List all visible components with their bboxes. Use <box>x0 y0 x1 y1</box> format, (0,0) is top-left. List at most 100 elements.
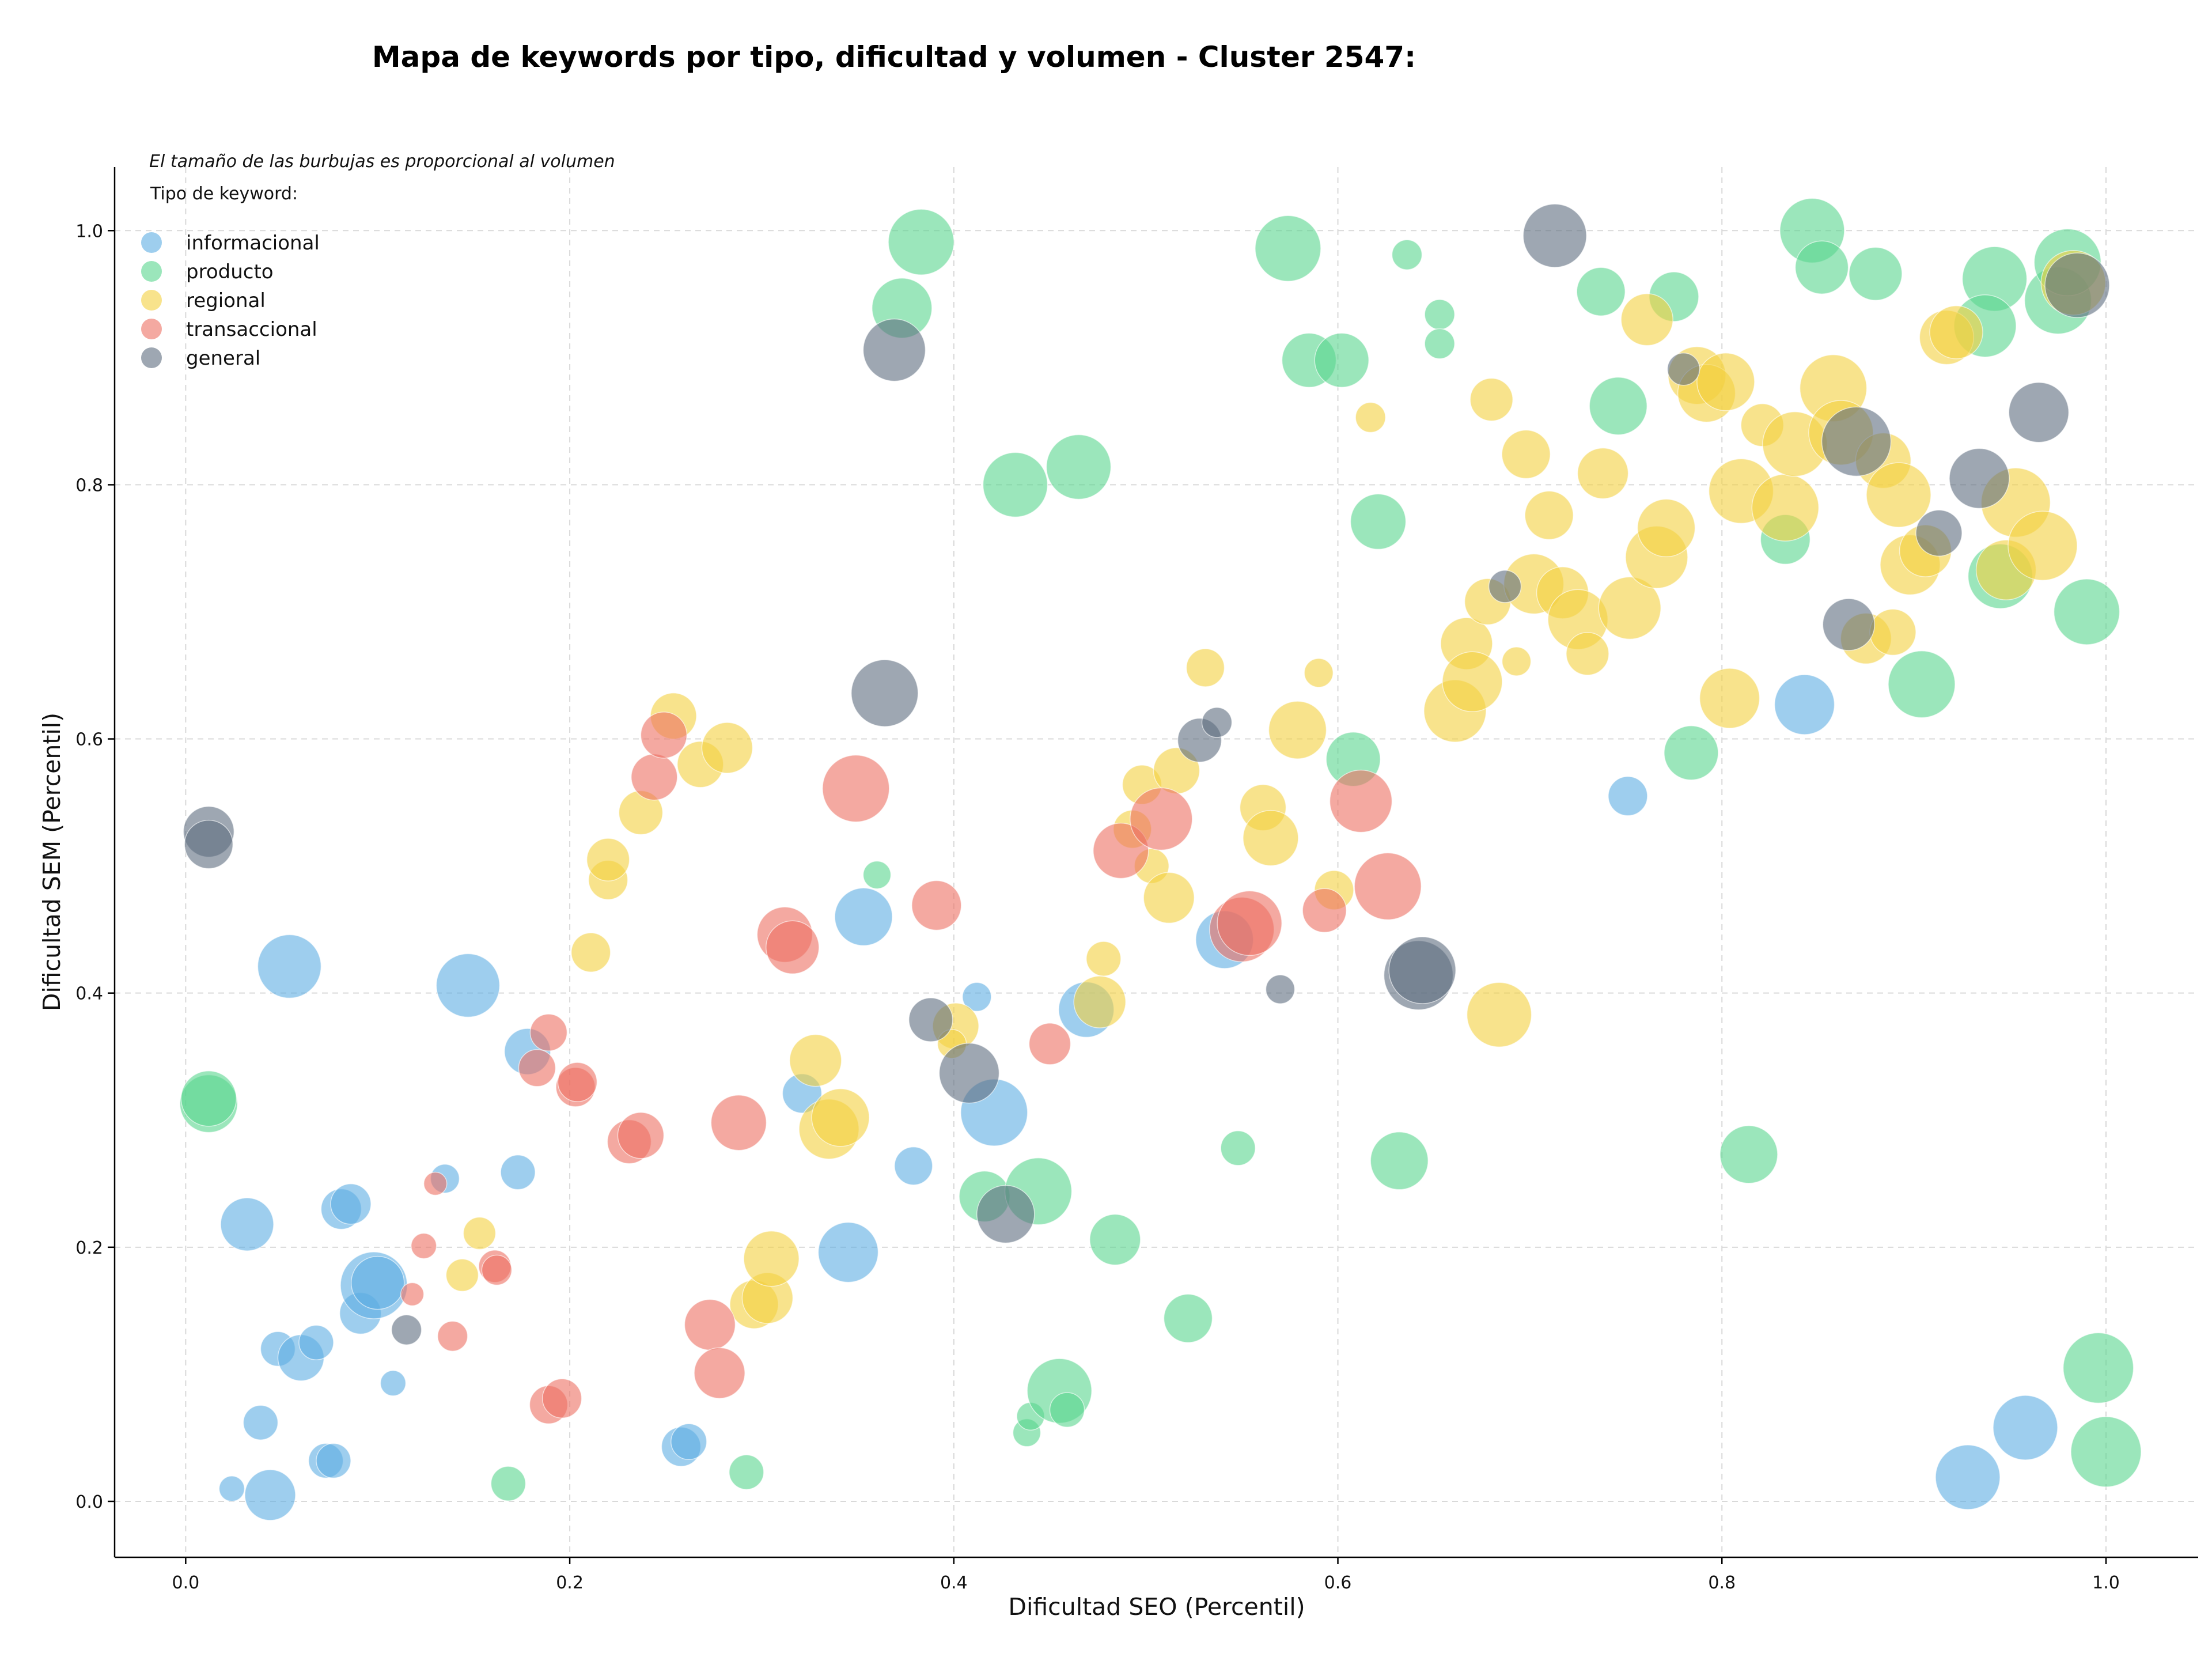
bubble-producto <box>862 860 892 890</box>
bubble-transaccional <box>529 1013 568 1051</box>
bubble-producto <box>2070 1416 2142 1488</box>
bubble-regional <box>1501 646 1532 676</box>
bubble-informacional <box>380 1370 407 1397</box>
bubble-transaccional <box>710 1094 767 1151</box>
bubble-informacional <box>435 953 501 1018</box>
bubble-producto <box>1719 1125 1778 1184</box>
bubble-transaccional <box>1093 822 1149 879</box>
bubble-producto <box>1314 332 1369 388</box>
legend-label-informacional: informacional <box>186 232 320 255</box>
bubble-transaccional <box>437 1321 468 1352</box>
bubble-regional <box>445 1258 479 1292</box>
bubble-producto <box>1576 267 1626 316</box>
bubbles <box>179 198 2142 1521</box>
bubble-transaccional <box>518 1049 556 1087</box>
bubble-regional <box>1566 632 1609 676</box>
bubble-informacional <box>243 1405 279 1440</box>
bubble-producto <box>888 209 955 275</box>
y-tick-label: 0.6 <box>75 730 103 750</box>
bubble-transaccional <box>1329 769 1393 833</box>
bubble-general <box>184 819 234 869</box>
bubble-general <box>2044 252 2110 318</box>
bubble-informacional <box>834 887 893 947</box>
bubble-regional <box>1501 429 1551 479</box>
bubble-regional <box>1869 608 1916 656</box>
legend-label-producto: producto <box>186 260 274 283</box>
bubble-informacional <box>330 1183 372 1225</box>
bubble-producto <box>1049 1392 1085 1428</box>
bubble-producto <box>2053 578 2120 645</box>
bubble-regional <box>789 1034 842 1087</box>
axes <box>108 167 2198 1564</box>
bubble-transaccional <box>557 1062 598 1102</box>
legend-label-regional: regional <box>186 289 266 312</box>
bubble-regional <box>811 1088 870 1147</box>
bubble-producto <box>1220 1130 1256 1166</box>
bubble-general <box>908 997 953 1042</box>
bubble-producto <box>1255 215 1321 282</box>
bubble-regional <box>1577 447 1629 500</box>
bubble-producto <box>1794 240 1849 294</box>
x-axis-label: Dificultad SEO (Percentil) <box>1008 1593 1305 1621</box>
bubble-producto <box>1849 247 1903 301</box>
bubble-regional <box>570 932 611 973</box>
legend-label-general: general <box>186 347 260 370</box>
bubble-informacional <box>1608 776 1648 816</box>
bubble-informacional <box>1774 674 1835 735</box>
bubble-informacional <box>244 1469 296 1521</box>
y-tick-label: 0.8 <box>75 475 103 495</box>
bubble-regional <box>1355 402 1386 433</box>
y-axis-label: Dificultad SEM (Percentil) <box>38 713 66 1011</box>
bubble-producto <box>1046 434 1112 500</box>
x-tick-label: 0.0 <box>172 1573 199 1593</box>
bubble-regional <box>1086 941 1122 977</box>
bubble-informacional <box>298 1325 334 1360</box>
bubble-regional <box>1304 658 1334 688</box>
bubble-transaccional <box>410 1232 437 1259</box>
bubble-informacional <box>218 1475 245 1502</box>
legend: informacional producto regional transaccion… <box>141 232 320 370</box>
bubble-regional <box>1637 498 1696 558</box>
bubble-informacional <box>894 1146 933 1186</box>
bubble-informacional <box>316 1443 351 1479</box>
bubble-regional <box>1866 462 1931 528</box>
bubble-informacional <box>671 1423 707 1461</box>
bubble-regional <box>1143 872 1195 924</box>
bubble-transaccional <box>766 920 820 975</box>
y-tick-label: 0.2 <box>75 1238 103 1258</box>
bubble-transaccional <box>1028 1023 1071 1065</box>
y-tick-label: 0.4 <box>75 984 103 1004</box>
bubble-general <box>1666 352 1700 386</box>
bubble-regional <box>463 1216 497 1250</box>
bubble-general <box>391 1314 422 1345</box>
bubble-producto <box>1424 328 1455 360</box>
bubble-producto <box>2062 1332 2134 1404</box>
bubble-regional <box>1598 576 1661 640</box>
bubble-producto <box>180 1070 237 1127</box>
bubble-general <box>1201 707 1233 738</box>
bubble-transaccional <box>1130 787 1193 851</box>
bubble-informacional <box>1993 1395 2058 1461</box>
bubble-producto <box>1589 376 1647 436</box>
bubble-producto <box>729 1454 764 1490</box>
bubble-producto <box>1391 239 1423 270</box>
legend-title: Tipo de keyword: <box>150 184 298 204</box>
bubble-general <box>938 1042 1000 1104</box>
bubble-transaccional <box>541 1378 582 1419</box>
bubble-regional <box>1073 975 1126 1028</box>
bubble-transaccional <box>1302 888 1347 933</box>
bubble-informacional <box>817 1221 879 1283</box>
x-tick-label: 0.4 <box>940 1573 968 1593</box>
bubble-general <box>1388 936 1456 1004</box>
bubble-transaccional <box>694 1347 745 1399</box>
bubble-producto <box>1370 1132 1429 1190</box>
bubble-general <box>1949 448 2010 509</box>
bubble-general <box>976 1185 1035 1244</box>
bubble-regional <box>1466 982 1532 1047</box>
bubble-regional <box>1751 474 1820 542</box>
bubble-informacional <box>350 1255 405 1310</box>
x-tick-label: 0.8 <box>1708 1573 1736 1593</box>
legend-marker-informacional <box>141 232 162 253</box>
bubble-general <box>1915 509 1963 557</box>
bubble-transaccional <box>400 1282 425 1307</box>
